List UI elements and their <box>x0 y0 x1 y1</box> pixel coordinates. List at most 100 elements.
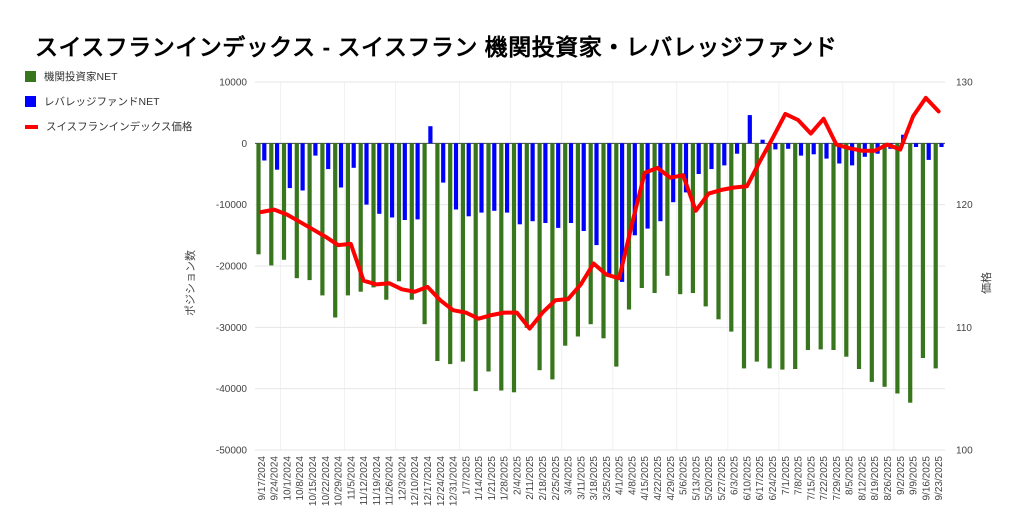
leveraged-fund-net-bar[interactable] <box>645 143 650 229</box>
leveraged-fund-net-bar[interactable] <box>735 143 740 154</box>
institutional-net-bar[interactable] <box>563 143 568 346</box>
institutional-net-bar[interactable] <box>333 143 338 318</box>
leveraged-fund-net-bar[interactable] <box>313 143 318 156</box>
institutional-net-bar[interactable] <box>703 143 708 307</box>
institutional-net-bar[interactable] <box>345 143 350 296</box>
institutional-net-bar[interactable] <box>665 143 670 276</box>
leveraged-fund-net-bar[interactable] <box>364 143 369 205</box>
leveraged-fund-net-bar[interactable] <box>798 143 804 156</box>
institutional-net-bar[interactable] <box>486 143 491 372</box>
leveraged-fund-net-bar[interactable] <box>696 143 701 174</box>
leveraged-fund-net-bar[interactable] <box>262 143 267 161</box>
leveraged-fund-net-bar[interactable] <box>517 143 522 225</box>
institutional-net-bar[interactable] <box>626 143 632 310</box>
institutional-net-bar[interactable] <box>729 143 734 332</box>
institutional-net-bar[interactable] <box>639 143 644 288</box>
institutional-net-bar[interactable] <box>856 143 862 369</box>
institutional-net-bar[interactable] <box>780 143 785 370</box>
leveraged-fund-net-bar[interactable] <box>658 143 663 222</box>
institutional-net-bar[interactable] <box>716 143 721 320</box>
institutional-net-bar[interactable] <box>805 143 810 350</box>
leveraged-fund-net-bar[interactable] <box>543 143 548 223</box>
institutional-net-bar[interactable] <box>882 143 887 387</box>
leveraged-fund-net-bar[interactable] <box>466 143 471 217</box>
leveraged-fund-net-bar[interactable] <box>492 143 497 211</box>
institutional-net-bar[interactable] <box>537 143 542 371</box>
leveraged-fund-net-bar[interactable] <box>773 143 778 150</box>
leveraged-fund-net-bar[interactable] <box>479 143 484 213</box>
institutional-net-bar[interactable] <box>895 143 900 394</box>
leveraged-fund-net-bar[interactable] <box>402 143 407 220</box>
institutional-net-bar[interactable] <box>614 143 619 367</box>
institutional-net-bar[interactable] <box>320 143 325 296</box>
institutional-net-bar[interactable] <box>690 143 695 293</box>
institutional-net-bar[interactable] <box>831 143 836 350</box>
leveraged-fund-net-bar[interactable] <box>683 143 689 193</box>
leveraged-fund-net-bar[interactable] <box>287 143 292 189</box>
leveraged-fund-net-bar[interactable] <box>415 143 420 220</box>
leveraged-fund-net-bar[interactable] <box>428 126 433 144</box>
leveraged-fund-net-bar[interactable] <box>926 143 931 160</box>
institutional-net-bar[interactable] <box>256 143 261 255</box>
leveraged-fund-net-bar[interactable] <box>556 143 561 228</box>
institutional-net-bar[interactable] <box>371 143 376 288</box>
leveraged-fund-net-bar[interactable] <box>709 143 714 170</box>
leveraged-fund-net-bar[interactable] <box>351 143 356 168</box>
institutional-net-bar[interactable] <box>384 143 389 300</box>
leveraged-fund-net-bar[interactable] <box>453 143 459 210</box>
leveraged-fund-net-bar[interactable] <box>837 143 842 164</box>
institutional-net-bar[interactable] <box>588 143 593 325</box>
institutional-net-bar[interactable] <box>307 143 312 281</box>
leveraged-fund-net-bar[interactable] <box>390 143 395 218</box>
leveraged-fund-net-bar[interactable] <box>300 143 305 191</box>
institutional-net-bar[interactable] <box>741 143 747 369</box>
institutional-net-bar[interactable] <box>269 143 274 266</box>
institutional-net-bar[interactable] <box>409 143 414 300</box>
institutional-net-bar[interactable] <box>524 143 529 328</box>
leveraged-fund-net-bar[interactable] <box>530 143 535 222</box>
institutional-net-bar[interactable] <box>754 143 759 362</box>
leveraged-fund-net-bar[interactable] <box>275 143 280 170</box>
leveraged-fund-net-bar[interactable] <box>671 143 676 203</box>
institutional-net-bar[interactable] <box>281 143 287 260</box>
institutional-net-bar[interactable] <box>511 143 517 393</box>
leveraged-fund-net-bar[interactable] <box>620 143 625 282</box>
institutional-net-bar[interactable] <box>678 143 683 295</box>
leveraged-fund-net-bar[interactable] <box>939 143 944 147</box>
institutional-net-bar[interactable] <box>396 143 402 282</box>
institutional-net-bar[interactable] <box>550 143 555 380</box>
leveraged-fund-net-bar[interactable] <box>632 143 637 236</box>
leveraged-fund-net-bar[interactable] <box>913 143 919 147</box>
institutional-net-bar[interactable] <box>793 143 798 369</box>
leveraged-fund-net-bar[interactable] <box>722 143 727 166</box>
leveraged-fund-net-bar[interactable] <box>326 143 331 170</box>
leveraged-fund-net-bar[interactable] <box>747 115 752 144</box>
institutional-net-bar[interactable] <box>869 143 874 382</box>
leveraged-fund-net-bar[interactable] <box>594 143 599 246</box>
institutional-net-bar[interactable] <box>908 143 913 403</box>
price-line[interactable] <box>259 95 941 331</box>
institutional-net-bar[interactable] <box>601 143 606 339</box>
institutional-net-bar[interactable] <box>844 143 849 357</box>
institutional-net-bar[interactable] <box>933 143 938 369</box>
institutional-net-bar[interactable] <box>422 143 427 325</box>
institutional-net-bar[interactable] <box>460 143 465 362</box>
leveraged-fund-net-bar[interactable] <box>811 143 816 155</box>
institutional-net-bar[interactable] <box>294 143 299 279</box>
leveraged-fund-net-bar[interactable] <box>786 143 791 149</box>
leveraged-fund-net-bar[interactable] <box>824 143 829 159</box>
institutional-net-bar[interactable] <box>473 143 478 392</box>
institutional-net-bar[interactable] <box>818 143 823 350</box>
institutional-net-bar[interactable] <box>767 143 772 369</box>
leveraged-fund-net-bar[interactable] <box>338 143 344 188</box>
institutional-net-bar[interactable] <box>358 143 363 292</box>
leveraged-fund-net-bar[interactable] <box>377 143 382 214</box>
institutional-net-bar[interactable] <box>652 143 657 293</box>
leveraged-fund-net-bar[interactable] <box>607 143 612 275</box>
institutional-net-bar[interactable] <box>499 143 504 391</box>
leveraged-fund-net-bar[interactable] <box>568 143 574 223</box>
institutional-net-bar[interactable] <box>575 143 580 337</box>
leveraged-fund-net-bar[interactable] <box>581 143 586 231</box>
leveraged-fund-net-bar[interactable] <box>850 143 855 166</box>
leveraged-fund-net-bar[interactable] <box>441 143 446 183</box>
